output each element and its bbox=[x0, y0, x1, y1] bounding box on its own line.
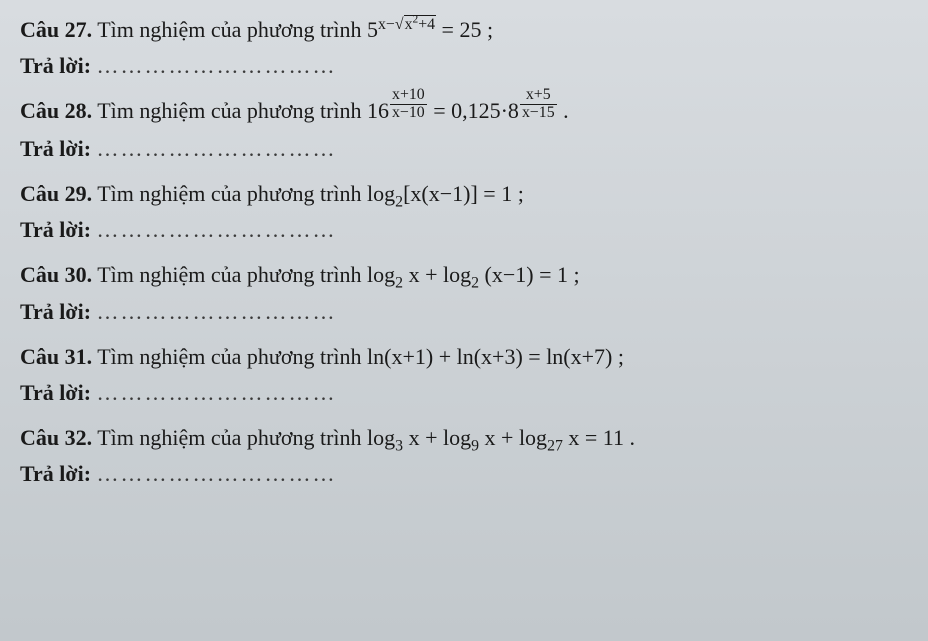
question-32: Câu 32. Tìm nghiệm của phương trình log3… bbox=[20, 420, 908, 487]
answer-line: Trả lời: ………………………… bbox=[20, 461, 908, 487]
eq-rhs: = 25 ; bbox=[436, 17, 493, 42]
answer-label: Trả lời: bbox=[20, 136, 91, 161]
question-line: Câu 30. Tìm nghiệm của phương trình log2… bbox=[20, 257, 908, 292]
eq-log: log bbox=[367, 181, 395, 206]
answer-dots: ………………………… bbox=[97, 136, 337, 161]
question-number: Câu 27. bbox=[20, 17, 92, 42]
answer-line: Trả lời: ………………………… bbox=[20, 217, 908, 243]
eq-mid1: x + log bbox=[403, 262, 471, 287]
answer-label: Trả lời: bbox=[20, 217, 91, 242]
frac-den: x−10 bbox=[390, 105, 427, 122]
eq-body: [x(x−1)] = 1 ; bbox=[403, 181, 524, 206]
sqrt: x2+4 bbox=[395, 19, 436, 24]
answer-dots: ………………………… bbox=[97, 461, 337, 486]
answer-label: Trả lời: bbox=[20, 380, 91, 405]
answer-line: Trả lời: ………………………… bbox=[20, 53, 908, 79]
equation: 5x−x2+4 = 25 ; bbox=[367, 17, 493, 42]
frac-den: x−15 bbox=[520, 105, 557, 122]
answer-line: Trả lời: ………………………… bbox=[20, 299, 908, 325]
answer-label: Trả lời: bbox=[20, 53, 91, 78]
exponent-fraction-1: x+10x−10 bbox=[390, 87, 427, 121]
eq-base1: 16 bbox=[367, 98, 389, 123]
answer-dots: ………………………… bbox=[97, 217, 337, 242]
eq-tail: . bbox=[558, 98, 569, 123]
rad-tail: +4 bbox=[418, 16, 435, 33]
question-number: Câu 32. bbox=[20, 425, 92, 450]
answer-dots: ………………………… bbox=[97, 299, 337, 324]
answer-dots: ………………………… bbox=[97, 380, 337, 405]
eq-sub2: 9 bbox=[471, 437, 479, 454]
exponent-fraction-2: x+5x−15 bbox=[520, 87, 557, 121]
equation: ln(x+1) + ln(x+3) = ln(x+7) ; bbox=[367, 344, 624, 369]
question-29: Câu 29. Tìm nghiệm của phương trình log2… bbox=[20, 176, 908, 243]
question-line: Câu 28. Tìm nghiệm của phương trình 16x+… bbox=[20, 93, 908, 130]
equation: log2[x(x−1)] = 1 ; bbox=[367, 181, 524, 206]
eq-m2: x + log bbox=[479, 425, 547, 450]
eq-exponent: x−x2+4 bbox=[378, 16, 436, 33]
answer-line: Trả lời: ………………………… bbox=[20, 136, 908, 162]
eq-sub2: 2 bbox=[471, 275, 479, 292]
eq-sub: 2 bbox=[395, 194, 403, 211]
eq-sub1: 2 bbox=[395, 275, 403, 292]
question-line: Câu 31. Tìm nghiệm của phương trình ln(x… bbox=[20, 339, 908, 374]
question-prompt: Tìm nghiệm của phương trình bbox=[97, 181, 367, 206]
question-line: Câu 29. Tìm nghiệm của phương trình log2… bbox=[20, 176, 908, 211]
answer-dots: ………………………… bbox=[97, 53, 337, 78]
frac-num: x+10 bbox=[390, 87, 427, 105]
eq-mid: = 0,125·8 bbox=[428, 98, 519, 123]
question-27: Câu 27. Tìm nghiệm của phương trình 5x−x… bbox=[20, 12, 908, 79]
eq-m1: x + log bbox=[403, 425, 471, 450]
eq-log1: log bbox=[367, 262, 395, 287]
answer-label: Trả lời: bbox=[20, 461, 91, 486]
equation: log3 x + log9 x + log27 x = 11 . bbox=[367, 425, 635, 450]
question-number: Câu 29. bbox=[20, 181, 92, 206]
question-number: Câu 31. bbox=[20, 344, 92, 369]
eq-sub3: 27 bbox=[547, 437, 563, 454]
question-prompt: Tìm nghiệm của phương trình bbox=[97, 262, 367, 287]
question-30: Câu 30. Tìm nghiệm của phương trình log2… bbox=[20, 257, 908, 324]
question-prompt: Tìm nghiệm của phương trình bbox=[97, 425, 367, 450]
question-28: Câu 28. Tìm nghiệm của phương trình 16x+… bbox=[20, 93, 908, 162]
eq-m3: x = 11 . bbox=[563, 425, 635, 450]
eq-log1: log bbox=[367, 425, 395, 450]
question-line: Câu 32. Tìm nghiệm của phương trình log3… bbox=[20, 420, 908, 455]
question-prompt: Tìm nghiệm của phương trình bbox=[97, 344, 367, 369]
answer-line: Trả lời: ………………………… bbox=[20, 380, 908, 406]
exp-part: x− bbox=[378, 16, 395, 33]
question-prompt: Tìm nghiệm của phương trình bbox=[97, 17, 367, 42]
question-prompt: Tìm nghiệm của phương trình bbox=[97, 98, 367, 123]
question-number: Câu 30. bbox=[20, 262, 92, 287]
question-number: Câu 28. bbox=[20, 98, 92, 123]
radicand: x2+4 bbox=[404, 15, 436, 33]
frac-num: x+5 bbox=[520, 87, 557, 105]
eq-base: 5 bbox=[367, 17, 378, 42]
question-31: Câu 31. Tìm nghiệm của phương trình ln(x… bbox=[20, 339, 908, 406]
equation: 16x+10x−10 = 0,125·8x+5x−15 . bbox=[367, 98, 569, 123]
equation: log2 x + log2 (x−1) = 1 ; bbox=[367, 262, 580, 287]
eq-mid2: (x−1) = 1 ; bbox=[479, 262, 580, 287]
answer-label: Trả lời: bbox=[20, 299, 91, 324]
question-line: Câu 27. Tìm nghiệm của phương trình 5x−x… bbox=[20, 12, 908, 47]
eq-sub1: 3 bbox=[395, 437, 403, 454]
